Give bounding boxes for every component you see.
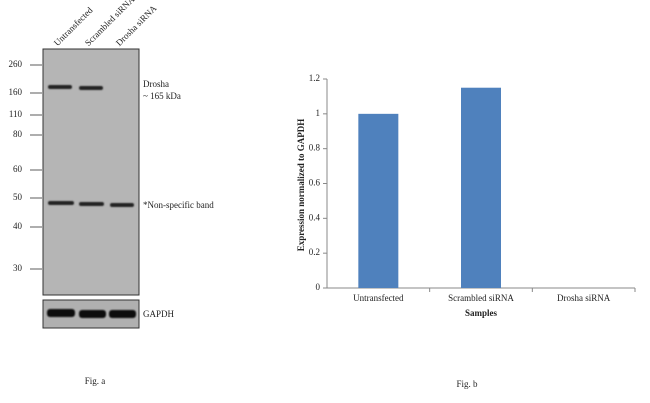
target-label: Drosha — [143, 79, 169, 89]
band — [79, 310, 106, 318]
bands — [47, 85, 136, 318]
x-tick-label: Scrambled siRNA — [448, 293, 514, 303]
x-tick-label: Drosha siRNA — [557, 293, 611, 303]
band — [48, 201, 74, 205]
marker-label: 50 — [13, 192, 23, 202]
marker-label: 160 — [9, 87, 23, 97]
caption: Fig. a — [85, 376, 106, 386]
y-tick-label: 0.6 — [309, 178, 321, 188]
loading-label: GAPDH — [143, 309, 175, 319]
lane-label: Scrambled siRNA — [83, 0, 137, 48]
y-tick-label: 0 — [316, 282, 321, 292]
band — [48, 85, 72, 89]
marker-label: 260 — [9, 59, 23, 69]
nonspecific-label: *Non-specific band — [143, 200, 214, 210]
band — [47, 309, 75, 317]
bar — [358, 113, 399, 288]
y-tick-label: 0.2 — [309, 247, 320, 257]
band — [109, 310, 136, 318]
chart: 0 0.2 0.4 0.6 0.8 1 1.2 Untransfected Scrambled … — [309, 73, 636, 303]
band — [79, 86, 103, 90]
y-tick-label: 0.4 — [309, 212, 321, 222]
band — [110, 203, 134, 207]
x-axis-label: Samples — [465, 308, 498, 318]
y-tick-label: 1.2 — [309, 73, 320, 83]
y-tick-label: 1 — [316, 108, 321, 118]
marker-label: 40 — [13, 221, 23, 231]
y-tick-label: 0.8 — [309, 143, 321, 153]
y-axis-label: Expression normalized to GAPDH — [296, 119, 306, 252]
marker-label: 60 — [13, 164, 23, 174]
x-tick-label: Untransfected — [353, 293, 404, 303]
bar — [461, 87, 501, 288]
band — [79, 202, 104, 206]
marker-label: 30 — [13, 263, 23, 273]
marker-label: 110 — [9, 109, 23, 119]
target-size: ~ 165 kDa — [143, 91, 181, 101]
marker-label: 80 — [13, 129, 23, 139]
caption: Fig. b — [456, 379, 478, 389]
